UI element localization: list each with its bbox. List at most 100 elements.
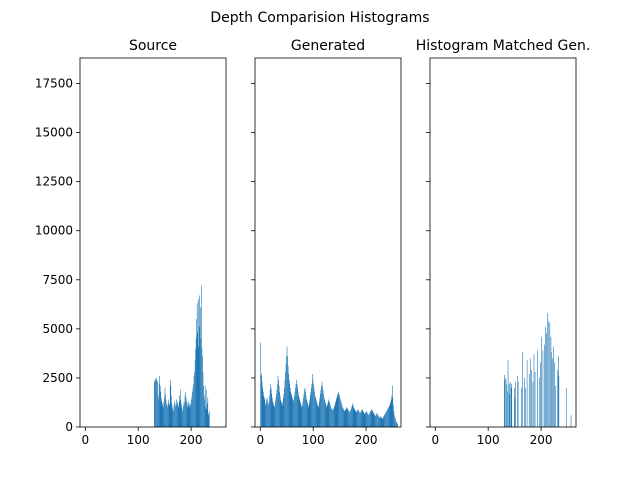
histogram-bar <box>198 346 200 427</box>
histogram-bar <box>366 411 367 427</box>
histogram-bar <box>182 411 184 427</box>
histogram-bar <box>371 410 373 427</box>
histogram-bar <box>376 414 377 427</box>
histogram-bar <box>342 407 343 427</box>
histogram-bar <box>285 364 287 427</box>
histogram-bar <box>386 411 387 427</box>
histogram-bar <box>318 405 320 427</box>
histogram-bar <box>340 401 342 427</box>
histogram-bar <box>312 379 314 427</box>
histogram-bar <box>181 403 182 427</box>
histogram-bar <box>387 408 389 427</box>
histogram-bar <box>191 395 193 427</box>
histogram-bar <box>175 405 177 427</box>
histogram-bar <box>553 346 554 427</box>
histogram-bar <box>190 403 192 427</box>
histogram-bar <box>355 411 357 427</box>
y-tick-label: 17500 <box>35 77 73 91</box>
histogram-bar <box>154 379 156 427</box>
x-tick-label: 200 <box>530 433 553 447</box>
panel-title: Generated <box>291 38 365 54</box>
histogram-bar <box>203 395 205 427</box>
histogram-bar <box>168 403 170 427</box>
histogram-bar <box>547 313 549 427</box>
histogram-bar <box>269 395 270 427</box>
histogram-bar <box>173 405 175 427</box>
histogram-bar <box>281 403 283 427</box>
histogram-bar <box>268 401 270 427</box>
histogram-bar <box>359 412 360 427</box>
histogram-bar <box>337 393 339 427</box>
histogram-bar <box>343 409 344 427</box>
histogram-bar <box>163 401 165 427</box>
histogram-bar <box>319 397 321 427</box>
histogram-bar <box>321 381 323 427</box>
histogram-bar <box>531 370 532 427</box>
histogram-bar <box>509 381 511 427</box>
histogram-panel-3: Histogram Matched Gen. 0 100 200 <box>416 38 591 447</box>
histogram-bar <box>394 417 396 427</box>
histogram-bar <box>295 387 296 427</box>
histogram-bar <box>174 401 175 427</box>
histogram-bar <box>158 399 159 427</box>
histogram-bar <box>368 414 370 427</box>
histogram-bar <box>186 401 187 427</box>
histogram-bar <box>184 403 185 427</box>
histogram-bar <box>331 408 332 427</box>
histogram-bar <box>261 381 263 427</box>
histogram-bar <box>348 411 350 427</box>
histogram-bar <box>314 391 315 427</box>
histogram-bar <box>303 393 305 427</box>
histogram-bar <box>321 385 322 427</box>
histogram-bar <box>195 338 197 427</box>
histogram-bar <box>188 401 190 427</box>
histogram-bar <box>378 417 380 427</box>
histogram-bar <box>287 356 288 427</box>
histogram-bar <box>278 385 280 427</box>
histogram-bar <box>165 399 167 427</box>
y-tick-label: 7500 <box>42 273 73 287</box>
histogram-bar <box>537 350 538 427</box>
histogram-bar <box>546 332 547 427</box>
histogram-bar <box>208 413 209 427</box>
histogram-bar <box>389 403 391 427</box>
histogram-bar <box>358 411 360 427</box>
figure-title: Depth Comparision Histograms <box>210 10 429 26</box>
histogram-bar <box>381 419 383 427</box>
histogram-bar <box>517 375 518 427</box>
histogram-bar <box>347 409 349 427</box>
histogram-bar <box>205 389 207 427</box>
histogram-bars <box>260 342 398 427</box>
histogram-bar <box>262 387 264 427</box>
histogram-bar <box>206 409 208 427</box>
histogram-bar <box>275 401 276 427</box>
histogram-bar <box>542 350 544 427</box>
histogram-bar <box>209 411 210 427</box>
histogram-bar <box>322 389 324 427</box>
histogram-bar <box>282 401 284 427</box>
histogram-bar <box>350 409 352 427</box>
histogram-bar <box>334 405 335 427</box>
histogram-bar <box>271 397 273 427</box>
histogram-bar <box>280 401 282 427</box>
histogram-bar <box>286 346 288 427</box>
histogram-bar <box>368 415 369 427</box>
histogram-bar <box>260 375 262 427</box>
histogram-bar <box>294 395 295 427</box>
histogram-bar <box>202 356 203 427</box>
histogram-bar <box>264 399 266 427</box>
histogram-bar <box>169 379 171 427</box>
histogram-bar <box>294 391 296 427</box>
histogram-bar <box>310 391 312 427</box>
histogram-bar <box>330 407 332 427</box>
histogram-bar <box>206 403 208 427</box>
histogram-bar <box>317 407 319 427</box>
histogram-bar <box>164 397 165 427</box>
histogram-bar <box>288 379 290 427</box>
histogram-bar <box>565 387 567 427</box>
histogram-bar <box>524 377 525 427</box>
histogram-bar <box>304 387 306 427</box>
histogram-bar <box>204 399 205 427</box>
histogram-bar <box>343 410 345 427</box>
histogram-bar <box>289 383 290 427</box>
